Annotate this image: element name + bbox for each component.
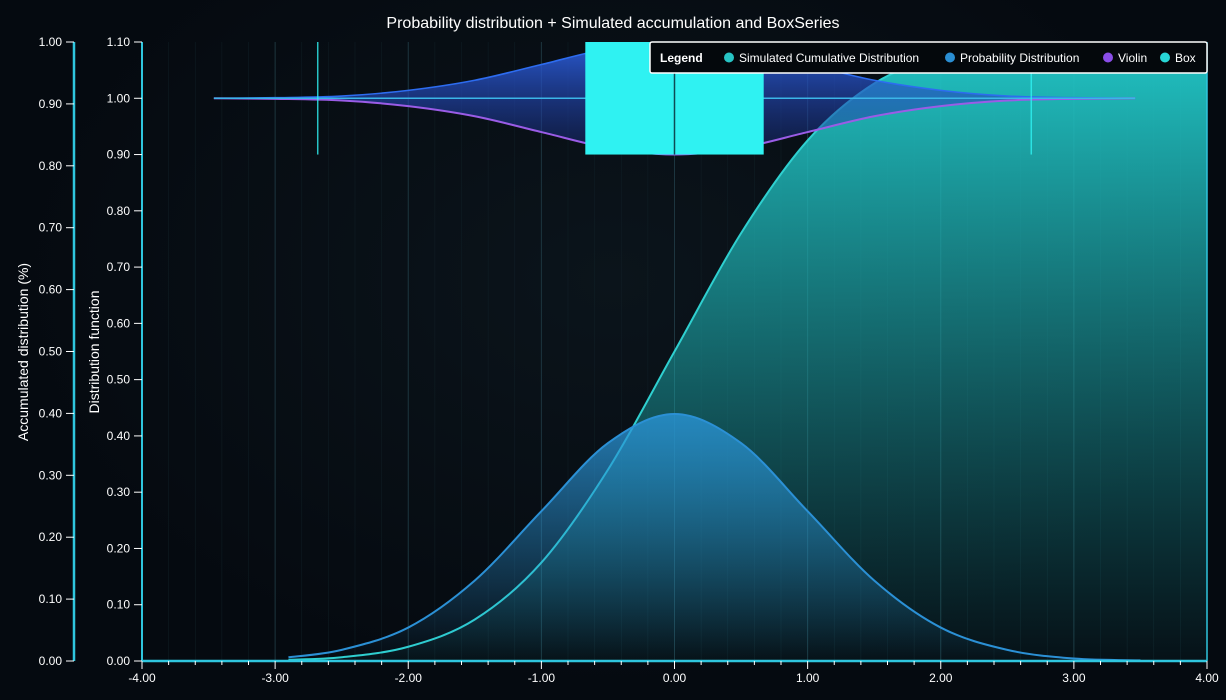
legend-label-pdf: Probability Distribution [960,51,1079,65]
left-axis-tick-label: 1.00 [39,35,63,49]
cdf-area [288,42,1207,661]
legend-marker-cdf-icon [724,52,734,63]
left-axis-tick-label: 0.10 [39,592,63,606]
distribution-axis-tick-label: 0.40 [107,429,131,443]
x-axis-tick-label: -2.00 [395,671,423,685]
x-axis-tick-label: -1.00 [528,671,556,685]
legend-title: Legend [660,51,703,65]
legend-marker-pdf-icon [945,52,955,63]
x-axis-tick-label: -3.00 [261,671,289,685]
left-axis-title: Accumulated distribution (%) [15,263,31,441]
legend-label-violin: Violin [1118,51,1147,65]
x-axis-tick-label: 3.00 [1062,671,1086,685]
distribution-axis-tick-label: 0.30 [107,485,131,499]
left-axis-tick-label: 0.70 [39,221,63,235]
x-axis-tick-label: 1.00 [796,671,820,685]
distribution-axis-tick-label: 0.90 [107,148,131,162]
left-axis-tick-label: 0.20 [39,530,63,544]
x-axis-tick-label: 4.00 [1195,671,1219,685]
left-axis-tick-label: 0.50 [39,345,63,359]
left-axis-tick-label: 0.00 [39,654,63,668]
pdf-area [288,414,1141,661]
distribution-axis-tick-label: 1.00 [107,91,131,105]
distribution-axis-tick-label: 0.60 [107,316,131,330]
right-axis-title: Distribution function [86,291,102,414]
left-axis-tick-label: 0.60 [39,283,63,297]
distribution-axis-tick-label: 0.20 [107,541,131,555]
distribution-axis-tick-label: 1.10 [107,35,131,49]
distribution-axis-tick-label: 0.70 [107,260,131,274]
distribution-axis-tick-label: 0.10 [107,598,131,612]
chart-title: Probability distribution + Simulated acc… [386,15,839,32]
x-axis-tick-label: 0.00 [663,671,687,685]
legend-box [649,41,1208,74]
left-axis-tick-label: 0.90 [39,97,63,111]
left-axis-tick-label: 0.40 [39,406,63,420]
distribution-axis-tick-label: 0.50 [107,373,131,387]
pdf-line [288,413,1141,661]
distribution-axis-tick-label: 0.80 [107,204,131,218]
violin-upper-edge [213,42,1136,100]
legend: Legend Simulated Cumulative Distribution… [649,41,1208,74]
violin-lower-edge [213,97,1136,156]
legend-label-cdf: Simulated Cumulative Distribution [739,51,919,65]
series-layer [213,42,1207,661]
left-axis-tick-label: 0.80 [39,159,63,173]
axes: 0.00 0.10 0.20 0.30 0.40 0.50 0.60 0.70 0.80 0.90… [39,35,1219,685]
legend-marker-violin-icon [1103,52,1113,63]
left-axis-tick-label: 0.30 [39,468,63,482]
x-axis-tick-label: 2.00 [929,671,953,685]
distribution-axis-tick-label: 0.00 [107,654,131,668]
legend-marker-box-icon [1160,52,1170,63]
x-axis-tick-label: -4.00 [128,671,156,685]
legend-label-box: Box [1175,51,1196,65]
